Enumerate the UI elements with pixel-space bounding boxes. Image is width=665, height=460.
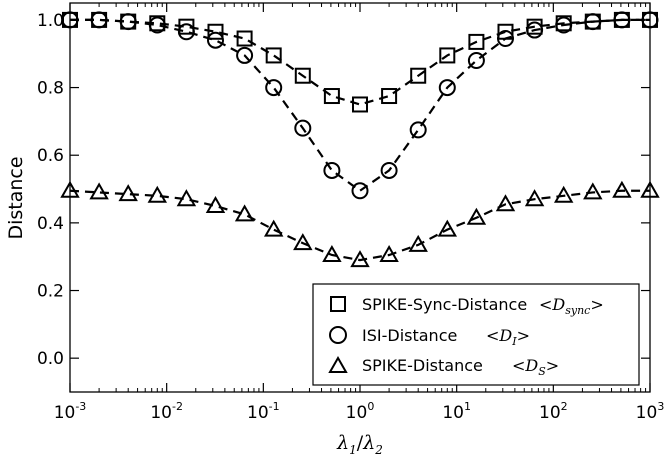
data-point-square [323,88,340,105]
data-point-circle [496,30,514,48]
series-square [62,11,658,113]
data-point-triangle [553,185,574,203]
series-line-triangle [69,189,650,262]
data-point-triangle [495,194,516,212]
data-point-square [381,88,398,105]
data-point-square [207,23,224,40]
data-point-circle [380,161,398,179]
data-point-triangle [176,189,197,207]
x-tick-label: 103 [636,400,665,423]
legend-label-spike: SPIKE-Distance [362,356,483,375]
data-point-triangle [118,184,138,202]
legend-entry-spike-sync: SPIKE-Sync-Distance <Dsync> [330,295,604,317]
legend-label-isi: ISI-Distance [362,326,457,345]
legend: SPIKE-Sync-Distance <Dsync> ISI-Distance… [312,283,640,386]
data-point-triangle [408,234,428,252]
x-axis-label-separator: / [357,432,364,454]
x-axis: 10-3 10-2 10-1 100 101 102 103 [54,3,665,423]
data-point-circle [526,21,544,39]
data-point-square [178,18,195,35]
data-point-circle [555,16,573,34]
series-layer [60,11,660,268]
data-point-triangle [524,189,545,207]
data-point-triangle [234,204,255,222]
series-line-square [70,18,650,106]
data-point-circle [148,16,166,34]
data-point-triangle [437,219,458,237]
data-point-triangle [466,207,487,225]
legend-math-isi: <DI> [486,326,530,348]
data-point-circle [584,13,602,31]
y-tick-label: 0.2 [37,282,64,302]
data-point-triangle [263,219,284,237]
y-tick-label: 0.8 [37,79,64,99]
data-point-circle [206,31,224,49]
data-point-square [236,30,253,47]
data-point-triangle [379,244,399,263]
x-tick-label: 101 [442,400,471,423]
data-point-circle [438,79,456,97]
y-tick-label: 0.6 [37,146,64,166]
data-point-circle [323,161,341,179]
data-point-triangle [205,195,226,213]
x-tick-label: 102 [539,400,568,423]
data-point-square [410,67,427,84]
data-point-square [294,67,311,84]
y-tick-label: 0.0 [37,349,64,369]
data-point-triangle [293,233,313,251]
legend-square-marker [330,296,346,312]
legend-label-spike-sync: SPIKE-Sync-Distance [362,295,527,314]
legend-box [312,283,640,386]
data-point-triangle [147,185,168,203]
x-tick-label: 10-2 [150,400,183,423]
data-point-triangle [89,182,109,200]
data-point-circle [294,119,312,137]
x-axis-label-denominator-sub: 2 [374,443,383,457]
legend-math-spike-sync: <Dsync> [539,295,604,317]
data-point-circle [613,11,631,29]
data-point-square [439,47,456,64]
y-tick-label: 1.0 [37,11,64,31]
data-point-triangle [583,182,603,200]
x-tick-label: 10-3 [54,400,87,423]
data-point-circle [236,46,254,64]
data-point-circle [119,13,137,31]
x-axis-label-numerator-sub: 1 [349,443,357,457]
x-axis-label: λ1/λ2 [336,432,383,457]
legend-entry-spike: SPIKE-Distance <DS> [328,355,559,378]
x-axis-label-numerator: λ [336,432,349,454]
data-point-circle [351,182,369,200]
y-axis: 0.0 0.2 0.4 0.6 0.8 1.0 [37,11,650,369]
legend-math-spike: <DS> [512,356,559,378]
data-point-circle [90,11,108,29]
y-tick-label: 0.4 [37,214,64,234]
data-point-square [352,96,368,113]
data-point-square [265,47,282,64]
data-point-triangle [612,180,632,198]
data-point-triangle [350,250,370,268]
series-circle [61,11,659,200]
x-tick-label: 10-1 [247,400,280,423]
data-point-circle [467,52,485,70]
x-axis-label-denominator: λ [362,432,375,454]
data-point-circle [265,79,283,97]
x-tick-label: 100 [346,400,375,423]
legend-circle-marker [329,326,347,344]
series-triangle [60,180,660,268]
data-point-circle [177,23,195,41]
legend-entry-isi: ISI-Distance <DI> [329,326,530,348]
series-line-circle [70,18,650,193]
y-axis-label: Distance [5,156,27,239]
data-point-square [468,33,485,50]
legend-triangle-marker [328,355,348,373]
data-point-triangle [322,244,342,263]
data-point-circle [409,121,427,139]
